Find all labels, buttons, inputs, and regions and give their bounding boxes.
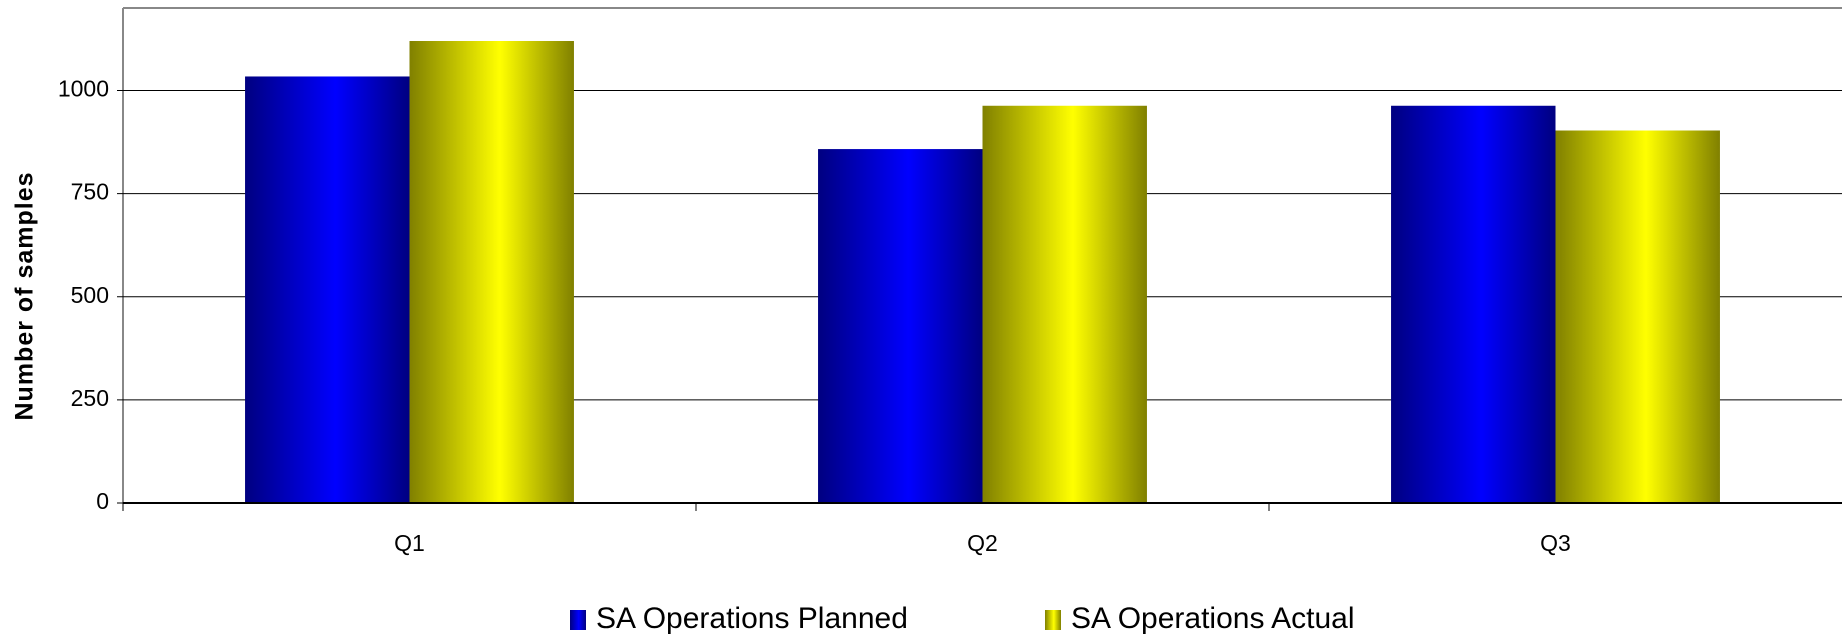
legend-swatch bbox=[1045, 610, 1061, 630]
y-tick-label: 1000 bbox=[58, 76, 109, 102]
bar bbox=[245, 76, 410, 503]
y-tick-label: 500 bbox=[71, 282, 109, 308]
legend-label: SA Operations Planned bbox=[596, 602, 908, 635]
bar bbox=[982, 105, 1147, 503]
bar bbox=[1555, 130, 1720, 503]
bar bbox=[818, 149, 983, 503]
y-tick-label: 750 bbox=[71, 179, 109, 205]
y-tick-label: 250 bbox=[71, 385, 109, 411]
bar bbox=[1391, 105, 1556, 503]
y-tick-label: 0 bbox=[96, 488, 109, 514]
legend-label: SA Operations Actual bbox=[1071, 602, 1355, 635]
x-tick-label: Q1 bbox=[394, 530, 425, 556]
bar bbox=[409, 41, 574, 503]
y-axis-label: Number of samples bbox=[11, 171, 39, 420]
x-tick-label: Q2 bbox=[967, 530, 998, 556]
x-tick-label: Q3 bbox=[1540, 530, 1571, 556]
legend-swatch bbox=[570, 610, 586, 630]
